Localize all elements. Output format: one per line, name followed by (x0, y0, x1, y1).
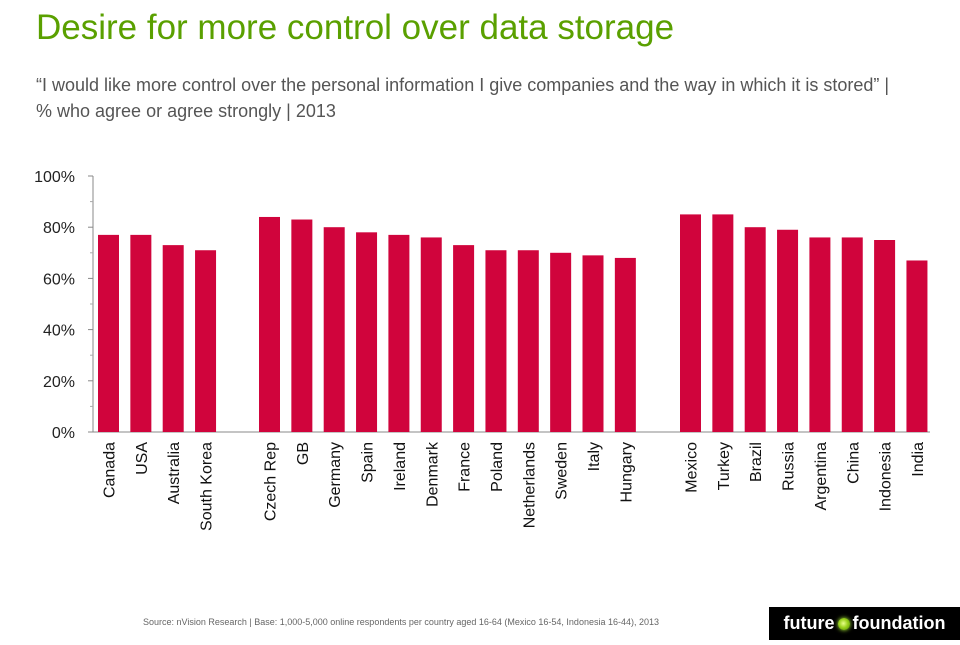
bar (614, 257, 636, 432)
x-tick-label: Mexico (684, 442, 701, 493)
bar (809, 237, 831, 432)
x-tick-label: Poland (489, 442, 506, 492)
y-tick-label: 40% (43, 323, 75, 340)
bar (777, 229, 799, 432)
y-tick-label: 0% (52, 425, 75, 442)
bar (874, 240, 896, 432)
bar (744, 227, 766, 432)
bar (582, 255, 604, 432)
x-tick-label: Indonesia (878, 442, 895, 511)
bar (388, 234, 410, 432)
x-tick-label: Russia (781, 442, 798, 491)
logo-text-right: foundation (852, 613, 946, 633)
x-tick-label: Turkey (716, 442, 733, 490)
x-tick-label: Argentina (813, 442, 830, 511)
x-tick-label: Sweden (554, 442, 571, 500)
bar (680, 214, 701, 432)
page-title: Desire for more control over data storag… (36, 8, 675, 47)
x-tick-label: China (845, 442, 862, 484)
y-tick-label: 20% (43, 374, 75, 391)
bar (550, 252, 572, 432)
bar (485, 250, 507, 432)
logo-text-left: future (783, 613, 835, 633)
x-tick-label: Australia (166, 442, 183, 504)
y-tick-label: 100% (34, 169, 75, 186)
bar (98, 234, 119, 432)
bar (195, 250, 217, 432)
bar (259, 216, 280, 432)
x-tick-label: Spain (360, 442, 377, 483)
x-tick-label: Hungary (618, 442, 635, 502)
bar-chart: 0% 20% 40% 60% 80% 100% Canada USA Australia Sout… (34, 169, 930, 531)
bar (323, 227, 345, 432)
x-tick-label: France (457, 442, 474, 492)
y-tick-label: 60% (43, 271, 75, 288)
bar (906, 260, 928, 432)
x-tick-label: GB (295, 442, 312, 465)
x-tick-label: Czech Rep (263, 442, 280, 521)
bar (453, 245, 475, 432)
x-tick-label: USA (134, 442, 151, 475)
x-tick-label: Denmark (424, 441, 441, 507)
source-note: Source: nVision Research | Base: 1,000-5… (143, 617, 660, 627)
bar (291, 219, 313, 432)
x-tick-label: Germany (327, 442, 344, 508)
bar (356, 232, 378, 432)
logo-orb-icon (837, 617, 850, 630)
bar (841, 237, 863, 432)
x-tick-label: Canada (102, 442, 119, 498)
bar (712, 214, 734, 432)
x-tick-label: South Korea (199, 442, 216, 531)
bar (162, 245, 184, 432)
x-tick-label: Brazil (748, 442, 765, 482)
x-tick-label: Ireland (392, 442, 409, 491)
page-subtitle: “I would like more control over the pers… (36, 75, 890, 121)
bar (420, 237, 442, 432)
x-tick-label: Netherlands (521, 442, 538, 528)
bar (130, 234, 152, 432)
bar (517, 250, 539, 432)
x-tick-label: India (910, 442, 927, 477)
y-tick-label: 80% (43, 220, 75, 237)
x-tick-label: Italy (586, 442, 603, 471)
future-foundation-logo: future foundation (769, 607, 960, 640)
